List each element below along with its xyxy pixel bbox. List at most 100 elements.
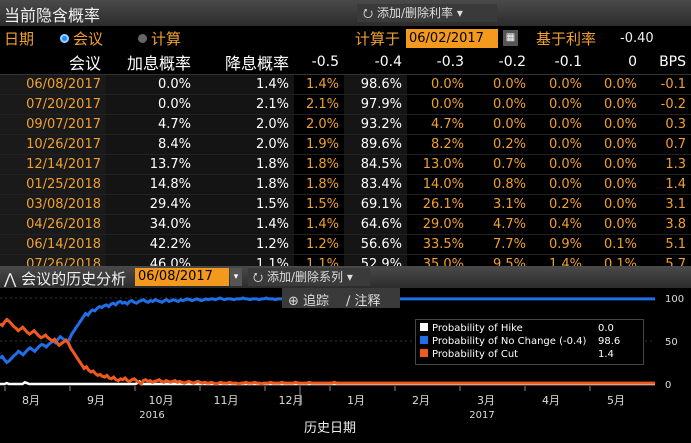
x-tick-label: 10月 xyxy=(149,394,174,407)
table-cell: 0.0% xyxy=(587,114,642,135)
table-cell: 0.8% xyxy=(469,174,531,195)
col-header-rate[interactable]: -0.4 xyxy=(344,50,407,75)
table-cell: 26.1% xyxy=(407,194,469,215)
legend-swatch xyxy=(420,336,428,344)
table-row[interactable]: 01/25/2018 14.8% 1.8% 1.8% 83.4% 14.0% 0.8% 0.0… xyxy=(0,174,691,195)
history-chart: 0 50 100 8月 9月 10月 11月 12月 1月 2月 3月 4月 5月 2016 2017 历史日… xyxy=(0,288,691,439)
col-header-rate[interactable]: -0.5 xyxy=(294,50,344,75)
calc-date-input[interactable]: 06/02/2017 xyxy=(406,29,498,48)
col-header-rate[interactable]: -0.1 xyxy=(531,50,587,75)
col-header-rate[interactable]: -0.3 xyxy=(407,50,469,75)
legend-label: Probability of No Change (-0.4) xyxy=(432,336,587,347)
table-cell: 0.0% xyxy=(587,194,642,215)
col-header-rate[interactable]: -0.2 xyxy=(469,50,531,75)
table-cell: 0.7 xyxy=(642,134,691,155)
table-cell: 14.0% xyxy=(407,174,469,195)
col-header-rate[interactable]: 0 xyxy=(587,50,642,75)
col-header-hike[interactable]: 加息概率 xyxy=(106,50,196,75)
legend-label: Probability of Hike xyxy=(432,323,523,334)
table-row[interactable]: 04/26/2018 34.0% 1.4% 1.4% 64.6% 29.0% 4.7% 0.4… xyxy=(0,214,691,235)
pencil-icon: ∕ xyxy=(346,294,355,309)
add-remove-series-label: 添加/删除系列 xyxy=(266,270,343,284)
table-row[interactable]: 12/14/2017 13.7% 1.8% 1.8% 84.5% 13.0% 0.7% 0.0… xyxy=(0,154,691,175)
meeting-date-cell: 07/20/2017 xyxy=(0,94,106,115)
table-cell: 3.1 xyxy=(642,194,691,215)
table-cell: 0.0% xyxy=(407,94,469,115)
col-header-cut[interactable]: 降息概率 xyxy=(196,50,294,75)
col-header-bps[interactable]: BPS xyxy=(642,50,691,75)
meeting-date-cell: 09/07/2017 xyxy=(0,114,106,135)
table-cell: 3.1% xyxy=(469,194,531,215)
table-cell: 0.0% xyxy=(106,94,196,115)
table-cell: 1.8% xyxy=(294,174,344,195)
chart-toolbar: ⊕ 追踪 ∕ 注释 xyxy=(282,288,400,309)
history-date-input[interactable]: 06/08/2017 xyxy=(135,268,229,286)
table-cell: 42.2% xyxy=(106,234,196,255)
chart-legend: Probability of Hike 0.0 Probability of No… xyxy=(415,319,644,365)
radio-calc[interactable]: 计算 xyxy=(138,28,181,49)
legend-value: 0.0 xyxy=(598,323,614,334)
collapse-icon[interactable]: ⋀ xyxy=(4,270,22,288)
table-cell: 1.4% xyxy=(294,74,344,95)
probability-table: 会议 加息概率 降息概率 -0.5 -0.4 -0.3 -0.2 -0.1 0 … xyxy=(0,50,691,274)
col-header-meeting[interactable]: 会议 xyxy=(0,50,106,75)
calc-at-label: 计算于 xyxy=(355,30,401,48)
table-cell: 14.8% xyxy=(106,174,196,195)
table-cell: 0.7% xyxy=(469,154,531,175)
table-cell: 0.0% xyxy=(587,134,642,155)
track-button[interactable]: ⊕ 追踪 xyxy=(288,290,329,309)
table-cell: 1.4 xyxy=(642,174,691,195)
page-title: 当前隐含概率 xyxy=(4,6,101,25)
radio-meeting[interactable]: 会议 xyxy=(60,28,103,49)
radio-selected-icon xyxy=(60,34,69,43)
legend-label: Probability of Cut xyxy=(432,349,519,360)
table-row[interactable]: 06/14/2018 42.2% 1.2% 1.2% 56.6% 33.5% 7.7% 0.9… xyxy=(0,234,691,255)
annotate-button[interactable]: ∕ 注释 xyxy=(346,290,381,309)
table-cell: 2.1% xyxy=(294,94,344,115)
legend-value: 1.4 xyxy=(598,349,614,360)
radio-calc-label: 计算 xyxy=(151,30,182,48)
table-cell: 1.9% xyxy=(294,134,344,155)
table-header-row: 会议 加息概率 降息概率 -0.5 -0.4 -0.3 -0.2 -0.1 0 … xyxy=(0,50,691,75)
y-tick-label: 50 xyxy=(665,337,678,348)
legend-swatch xyxy=(420,323,428,331)
meeting-date-cell: 06/08/2017 xyxy=(0,74,106,95)
history-header: ⋀ 会议的历史分析 06/08/2017 ▾ ⭮ 添加/删除系列 ▾ xyxy=(0,266,691,288)
radio-meeting-label: 会议 xyxy=(73,30,104,48)
table-cell: 0.0% xyxy=(587,214,642,235)
meeting-date-cell: 12/14/2017 xyxy=(0,154,106,175)
table-row[interactable]: 10/26/2017 8.4% 2.0% 1.9% 89.6% 8.2% 0.2% 0.0% 0… xyxy=(0,134,691,155)
table-cell: 64.6% xyxy=(344,214,407,235)
add-remove-rates-button[interactable]: ⭮ 添加/删除利率 ▾ xyxy=(357,4,497,22)
dropdown-arrow-icon: ▾ xyxy=(456,6,463,20)
y-tick-label: 100 xyxy=(665,294,684,305)
table-cell: 4.7% xyxy=(407,114,469,135)
x-tick-label: 5月 xyxy=(607,394,625,407)
add-remove-series-button[interactable]: ⭮ 添加/删除系列 ▾ xyxy=(248,268,370,286)
table-cell: 0.0% xyxy=(407,74,469,95)
history-title-label: 会议的历史分析 xyxy=(21,270,127,288)
x-tick-label: 8月 xyxy=(22,394,40,407)
table-cell: 0.0% xyxy=(106,74,196,95)
table-cell: 0.9% xyxy=(531,234,587,255)
legend-value: 98.6 xyxy=(598,336,621,347)
meeting-date-cell: 03/08/2018 xyxy=(0,194,106,215)
chevron-down-icon[interactable]: ▾ xyxy=(230,268,242,286)
table-cell: 3.8 xyxy=(642,214,691,235)
table-cell: 0.0% xyxy=(531,74,587,95)
table-row[interactable]: 06/08/2017 0.0% 1.4% 1.4% 98.6% 0.0% 0.0% 0.0% 0… xyxy=(0,74,691,95)
table-row[interactable]: 07/20/2017 0.0% 2.1% 2.1% 97.9% 0.0% 0.0% 0.0% 0… xyxy=(0,94,691,115)
table-cell: -0.1 xyxy=(642,74,691,95)
table-cell: 1.2% xyxy=(294,234,344,255)
table-cell: 7.7% xyxy=(469,234,531,255)
table-cell: 0.0% xyxy=(531,94,587,115)
calendar-icon[interactable]: ▦ xyxy=(503,30,518,46)
table-row[interactable]: 09/07/2017 4.7% 2.0% 2.0% 93.2% 4.7% 0.0% 0.0% 0… xyxy=(0,114,691,135)
table-cell: 1.4% xyxy=(294,214,344,235)
table-cell: 0.4% xyxy=(531,214,587,235)
meeting-date-cell: 04/26/2018 xyxy=(0,214,106,235)
table-cell: 89.6% xyxy=(344,134,407,155)
add-remove-rates-label: 添加/删除利率 xyxy=(376,6,453,20)
table-row[interactable]: 03/08/2018 29.4% 1.5% 1.5% 69.1% 26.1% 3.1% 0.2… xyxy=(0,194,691,215)
meeting-date-cell: 01/25/2018 xyxy=(0,174,106,195)
